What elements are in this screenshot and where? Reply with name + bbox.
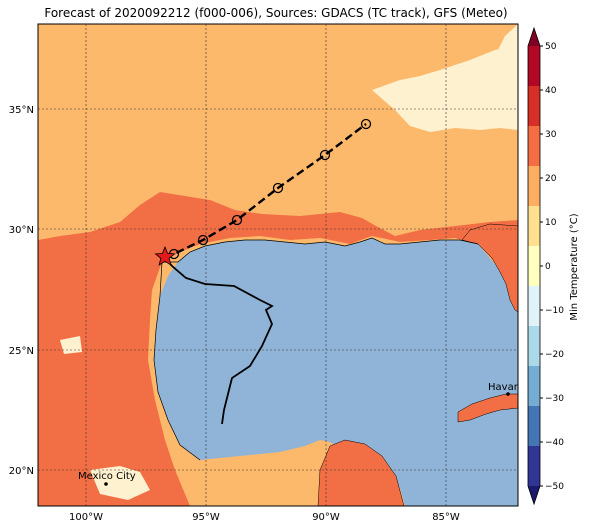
colorbar-segment [528, 126, 540, 167]
land-hot-region [38, 192, 518, 506]
land-mild-region [372, 44, 518, 132]
lon-tick-85w: 85°W [432, 512, 460, 523]
colorbar-extend-top [528, 28, 540, 46]
cuba-island [457, 393, 518, 423]
havana-label: Havana [488, 382, 526, 393]
colorbar-segment [528, 326, 540, 367]
colorbar-tick-label: −50 [545, 482, 564, 492]
past-track-line [164, 257, 274, 425]
colorbar-segment [528, 446, 540, 487]
map-area: Mexico City Havana [38, 24, 526, 506]
map-frame [37, 23, 519, 507]
lon-tick-90w: 90°W [312, 512, 340, 523]
colorbar-segment [528, 286, 540, 327]
map-title: Forecast of 2020092212 (f000-006), Sourc… [44, 6, 508, 20]
lat-tick-35n: 35°N [9, 105, 34, 116]
florida-peninsula [461, 223, 518, 313]
graticule [38, 24, 518, 506]
coastline [153, 237, 479, 461]
lat-tick-20n: 20°N [9, 466, 34, 477]
colorbar-tick-label: 20 [545, 174, 557, 184]
colorbar-label: Min Temperature (°C) [569, 213, 580, 320]
mexico-city-label: Mexico City [78, 471, 136, 482]
colorbar-tick-label: −40 [545, 438, 564, 448]
havana-marker [506, 392, 510, 396]
forecast-point [197, 234, 209, 246]
colorbar-segment [528, 206, 540, 247]
colorbar-segment [528, 166, 540, 207]
colorbar: 50 40 30 20 10 0 −10 −20 −30 −40 −50 [527, 26, 564, 506]
colorbar-tick-label: −20 [545, 350, 564, 360]
colorbar-tick-label: −30 [545, 394, 564, 404]
ocean-gulf [154, 238, 518, 506]
colorbar-tick-label: 40 [545, 86, 557, 96]
lon-tick-95w: 95°W [192, 512, 220, 523]
forecast-point [231, 214, 243, 226]
colorbar-segment [528, 246, 540, 287]
colorbar-segment [528, 86, 540, 127]
colorbar-segment [528, 406, 540, 447]
forecast-point [360, 118, 372, 130]
forecast-point [272, 182, 284, 194]
current-position-star-icon [154, 245, 176, 266]
land-mild-south [90, 466, 150, 500]
colorbar-tick-label: 10 [545, 218, 557, 228]
colorbar-tick-label: −10 [545, 306, 564, 316]
land-mild-west [60, 336, 82, 354]
colorbar-tick-label: 50 [545, 42, 557, 52]
forecast-point [319, 149, 331, 161]
lon-tick-100w: 100°W [69, 512, 103, 523]
colorbar-tick-label: 0 [545, 262, 551, 272]
colorbar-segment [528, 46, 540, 87]
colorbar-extend-bottom [528, 486, 540, 504]
colorbar-tick-label: 30 [545, 130, 557, 140]
lat-tick-25n: 25°N [9, 346, 34, 357]
mexico-city-marker [104, 482, 108, 486]
yucatan-peninsula [317, 439, 405, 506]
land-mild-patch [498, 24, 518, 62]
colorbar-segment [528, 366, 540, 407]
lat-tick-30n: 30°N [9, 225, 34, 236]
